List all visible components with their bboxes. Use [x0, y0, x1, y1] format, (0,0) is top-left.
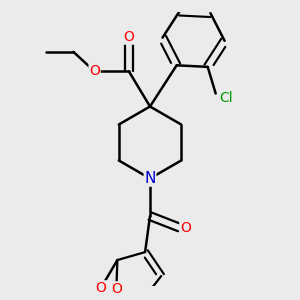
- Text: O: O: [180, 220, 191, 235]
- Text: O: O: [89, 64, 100, 78]
- Text: Cl: Cl: [219, 92, 232, 105]
- Text: O: O: [96, 281, 106, 295]
- Text: N: N: [144, 171, 156, 186]
- Text: O: O: [124, 30, 134, 44]
- Text: O: O: [111, 282, 122, 296]
